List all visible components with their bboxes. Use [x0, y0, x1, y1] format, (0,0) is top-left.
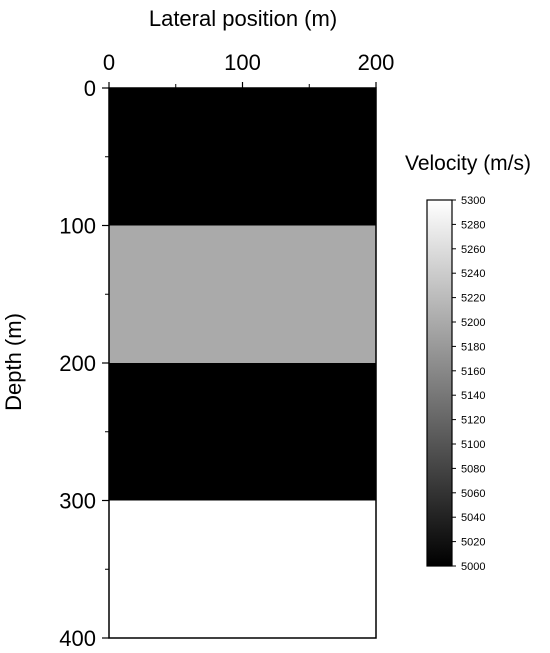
y-tick-label: 100 — [59, 214, 96, 239]
x-tick-label: 0 — [103, 50, 115, 75]
colorbar-tick-label: 5100 — [461, 439, 485, 451]
colorbar-tick-label: 5260 — [461, 244, 485, 256]
colorbar-title: Velocity (m/s) — [405, 152, 531, 175]
velocity-layers — [109, 88, 376, 638]
x-axis: 0 100 200 — [103, 50, 394, 88]
colorbar-tick-label: 5040 — [461, 512, 485, 524]
colorbar-tick-label: 5180 — [461, 341, 485, 353]
colorbar-tick-label: 5160 — [461, 366, 485, 378]
velocity-layer-2 — [109, 225, 376, 363]
velocity-layer-4 — [109, 500, 376, 638]
x-tick-label: 100 — [224, 50, 261, 75]
colorbar-tick-label: 5120 — [461, 415, 485, 427]
velocity-layer-3 — [109, 363, 376, 501]
y-axis-title: Depth (m) — [1, 313, 26, 411]
x-axis-title: Lateral position (m) — [149, 6, 337, 31]
x-tick-label: 200 — [358, 50, 395, 75]
y-axis: 0 100 200 300 400 — [59, 76, 109, 651]
y-tick-label: 200 — [59, 351, 96, 376]
velocity-layer-1 — [109, 88, 376, 226]
y-tick-label: 400 — [59, 626, 96, 651]
colorbar-gradient — [426, 199, 453, 567]
colorbar-tick-label: 5200 — [461, 317, 485, 329]
colorbar-tick-label: 5300 — [461, 195, 485, 207]
colorbar-tick-label: 5000 — [461, 561, 485, 573]
colorbar-tick-label: 5280 — [461, 219, 485, 231]
colorbar-tick-label: 5220 — [461, 293, 485, 305]
colorbar-tick-label: 5080 — [461, 463, 485, 475]
colorbar-tick-label: 5060 — [461, 488, 485, 500]
colorbar-tick-label: 5020 — [461, 537, 485, 549]
colorbar-ticks: 5300 5280 5260 5240 5220 5200 5180 5160 5140 5120… — [452, 195, 485, 573]
colorbar-tick-label: 5240 — [461, 268, 485, 280]
y-tick-label: 0 — [84, 76, 96, 101]
y-tick-label: 300 — [59, 489, 96, 514]
colorbar-tick-label: 5140 — [461, 390, 485, 402]
